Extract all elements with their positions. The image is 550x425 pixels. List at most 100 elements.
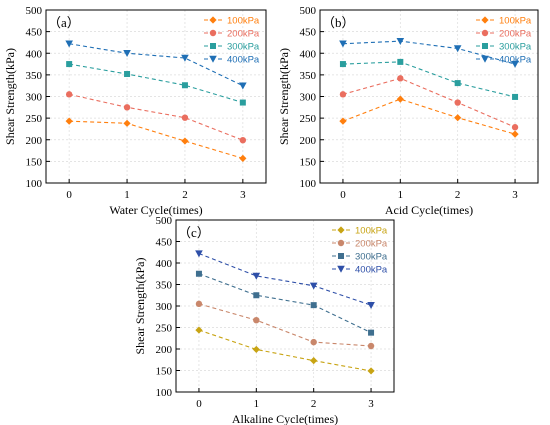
legend-item: 300kPa	[476, 42, 532, 53]
y-tick-label: 350	[26, 70, 43, 82]
data-point	[65, 40, 73, 48]
data-point	[65, 117, 73, 125]
y-axis-label: Shear Strength(kPa)	[3, 48, 17, 145]
y-tick-label: 450	[156, 237, 173, 249]
panel-label: （c）	[178, 225, 210, 240]
legend-item: 300kPa	[332, 252, 388, 263]
legend-label: 100kPa	[499, 16, 532, 27]
legend-item: 100kPa	[476, 16, 532, 27]
data-point	[396, 95, 404, 103]
x-axis-label: Alkaline Cycle(times)	[232, 412, 338, 425]
series-300kPa	[195, 270, 375, 336]
data-point	[310, 338, 317, 346]
y-tick-label: 250	[300, 113, 317, 125]
data-point	[195, 250, 203, 258]
y-tick-label: 450	[26, 27, 43, 39]
legend-label: 100kPa	[355, 226, 388, 237]
y-tick-label: 400	[300, 48, 317, 60]
x-axis-label: Water Cycle(times)	[109, 203, 202, 217]
legend-label: 300kPa	[227, 42, 260, 53]
y-tick-label: 200	[156, 344, 173, 356]
legend-label: 300kPa	[355, 252, 388, 263]
legend-marker	[337, 239, 345, 247]
data-point	[454, 99, 461, 106]
legend-item: 200kPa	[204, 29, 260, 40]
series-line	[69, 93, 244, 141]
data-point	[339, 91, 347, 98]
panel-label: （a）	[48, 15, 80, 30]
series-300kPa	[339, 58, 519, 100]
series-100kPa	[339, 95, 519, 138]
y-tick-label: 150	[26, 156, 43, 168]
data-point	[66, 61, 73, 68]
legend-label: 100kPa	[227, 16, 260, 27]
legend-marker	[481, 16, 489, 24]
data-point	[339, 61, 346, 68]
y-tick-label: 250	[26, 113, 43, 125]
legend: 100kPa 200kPa 300kPa 400kPa	[204, 16, 260, 66]
x-tick-label: 2	[182, 189, 188, 201]
data-point	[181, 137, 189, 145]
data-point	[195, 300, 203, 308]
chart-panel-3: 100 150 200 250 300 350 400 450 500 0 1 2 3 Alkaline …	[133, 215, 395, 425]
legend-marker	[481, 29, 489, 37]
legend: 100kPa 200kPa 300kPa 400kPa	[476, 16, 532, 66]
data-point	[253, 316, 260, 324]
series-100kPa	[65, 117, 247, 162]
data-point	[511, 130, 519, 138]
y-tick-label: 200	[26, 135, 43, 147]
data-point	[239, 136, 247, 144]
series-line	[342, 98, 516, 135]
series-line	[198, 253, 372, 306]
data-point	[252, 272, 261, 280]
x-tick-label: 1	[124, 189, 130, 201]
legend-item: 100kPa	[204, 16, 260, 27]
data-point	[124, 71, 131, 78]
legend-item: 400kPa	[204, 55, 260, 66]
data-point	[181, 82, 188, 89]
data-point	[123, 119, 131, 127]
series-400kPa	[65, 40, 247, 90]
series-line	[69, 43, 244, 87]
y-tick-label: 300	[156, 301, 173, 313]
y-tick-label: 500	[26, 5, 43, 17]
legend-item: 400kPa	[476, 55, 532, 66]
legend-item: 200kPa	[476, 29, 532, 40]
series-line	[69, 120, 243, 159]
legend-marker	[481, 55, 489, 63]
data-point	[339, 40, 347, 48]
y-tick-label: 100	[26, 178, 43, 190]
data-point	[453, 45, 462, 53]
data-point	[181, 54, 189, 62]
data-point	[397, 58, 404, 65]
x-tick-label: 1	[254, 398, 260, 410]
y-tick-label: 200	[300, 135, 317, 147]
series-200kPa	[65, 91, 247, 144]
data-point	[195, 326, 203, 334]
data-point	[511, 124, 519, 131]
legend-item: 400kPa	[332, 265, 388, 276]
data-point	[367, 301, 375, 309]
x-tick-label: 0	[340, 189, 346, 201]
legend-item: 200kPa	[332, 239, 388, 250]
data-point	[367, 367, 375, 375]
data-point	[511, 60, 519, 68]
data-point	[368, 329, 375, 336]
series-200kPa	[339, 75, 519, 131]
series-line	[69, 63, 243, 104]
data-point	[253, 292, 260, 299]
legend-item: 100kPa	[332, 226, 388, 237]
y-axis-label: Shear Strength(kPa)	[133, 258, 147, 355]
data-point	[310, 302, 317, 309]
y-tick-label: 400	[26, 48, 43, 60]
data-point	[310, 357, 318, 365]
x-tick-label: 3	[240, 189, 246, 201]
data-point	[367, 342, 375, 350]
data-point	[252, 345, 260, 354]
data-point	[396, 37, 405, 45]
series-400kPa	[195, 250, 375, 309]
legend-label: 300kPa	[499, 42, 532, 53]
data-point	[239, 99, 246, 106]
data-point	[339, 117, 347, 125]
